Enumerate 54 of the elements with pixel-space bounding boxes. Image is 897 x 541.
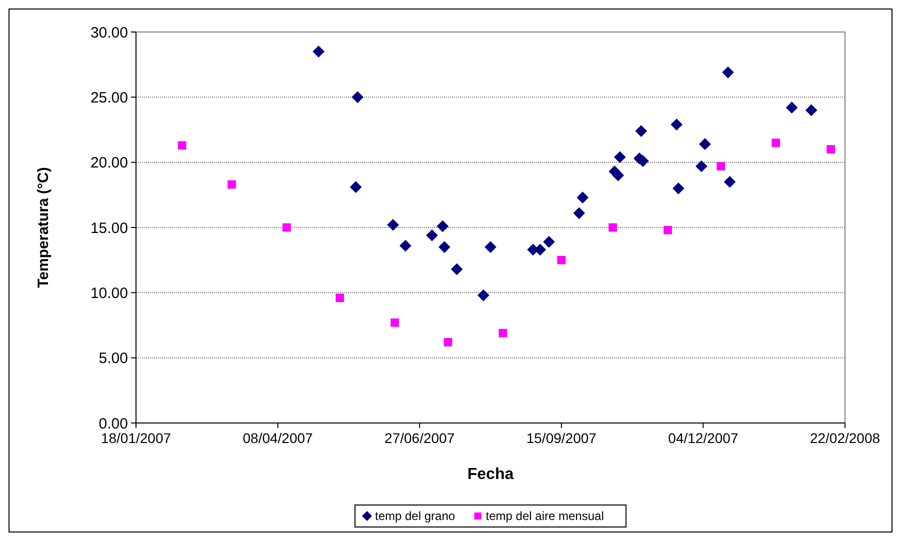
x-axis-title: Fecha [467,466,514,483]
point [450,263,463,276]
point [699,138,711,150]
point [484,241,496,253]
x-tick-label: 18/01/2007 [100,430,172,446]
y-tick-label: 25.00 [90,89,128,106]
y-tick-label: 30.00 [90,24,128,42]
point [716,162,726,170]
point [178,141,186,150]
point [772,138,780,147]
point [426,229,438,242]
point [350,181,362,194]
point [438,241,450,253]
point [498,328,508,338]
legend-label: temp del aire mensual [486,509,604,523]
point [696,160,708,172]
point [608,223,617,232]
y-tick-label: 5.00 [98,350,128,368]
legend-label: temp del grano [375,509,456,523]
point [614,151,626,164]
point [336,294,344,302]
point [672,182,684,194]
point [573,207,586,220]
point [722,66,734,78]
x-tick-label: 08/04/2007 [242,430,314,446]
y-tick-label: 0.00 [98,415,128,432]
point [786,102,798,114]
point [670,118,683,130]
y-tick-label: 20.00 [90,154,128,172]
y-axis-title: Temperatura (°C) [35,167,52,288]
y-tick-label: 15.00 [90,220,128,237]
point [400,240,412,252]
point [805,104,818,116]
x-tick-label: 04/12/2007 [668,430,738,446]
point [312,46,324,58]
point [390,318,399,327]
point [826,145,836,154]
y-tick-label: 10.00 [90,284,128,302]
x-tick-label: 15/09/2007 [526,430,597,446]
point [387,218,399,231]
point [444,338,452,346]
point [635,125,648,137]
point [664,226,672,234]
point [543,236,555,248]
point [477,289,490,302]
point [282,223,291,232]
point [228,180,236,189]
point [557,256,566,264]
point [724,176,736,188]
x-tick-label: 22/02/2008 [810,430,880,446]
point [436,220,449,232]
point [352,91,364,104]
x-tick-label: 27/06/2007 [384,430,455,446]
point [576,192,589,204]
